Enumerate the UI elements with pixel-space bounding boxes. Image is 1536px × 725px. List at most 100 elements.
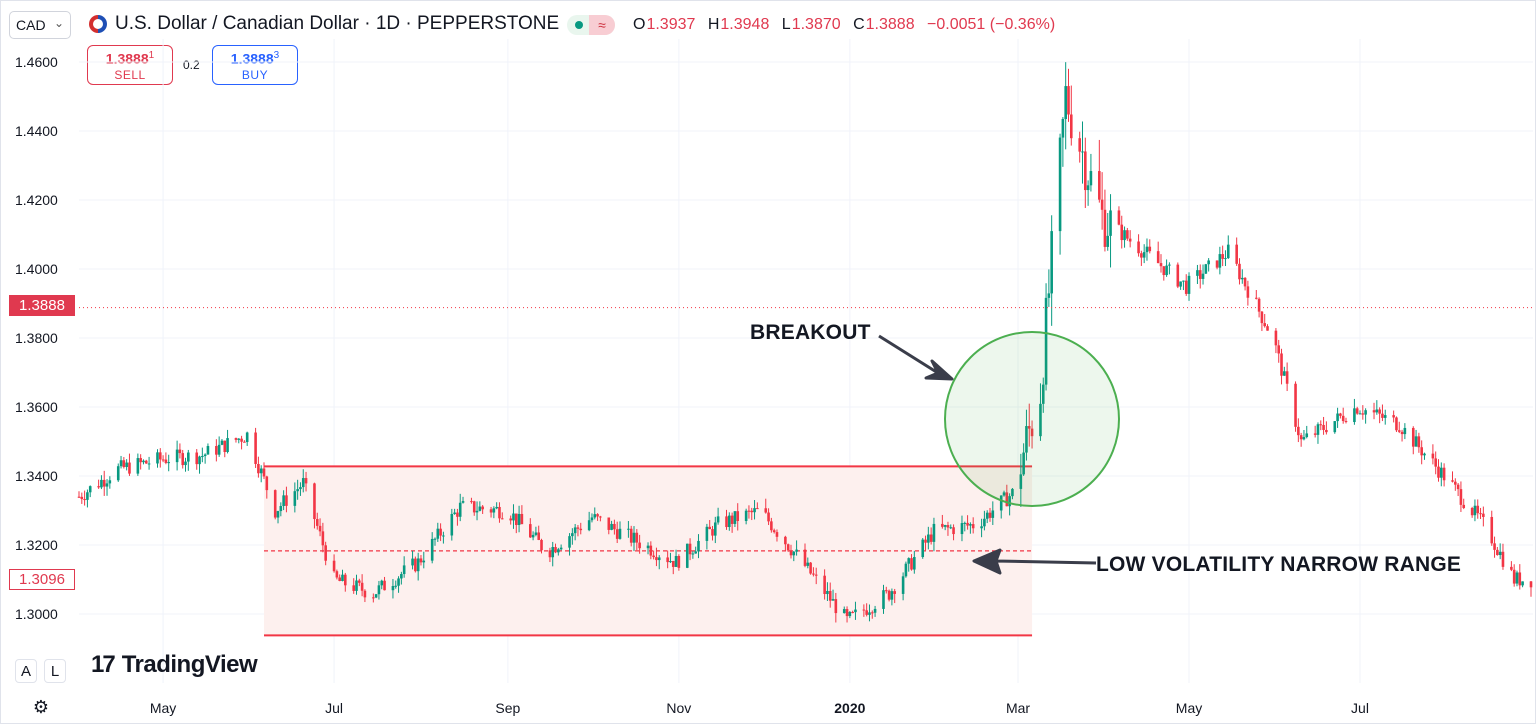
candle-body (374, 594, 378, 598)
candle-body (1358, 413, 1362, 415)
candle-body (1039, 403, 1042, 437)
candle-body (355, 580, 358, 591)
candle-body (1002, 492, 1006, 496)
candle-body (478, 506, 482, 511)
gear-icon[interactable]: ⚙ (32, 696, 50, 717)
candle-body (422, 560, 426, 563)
candle-body (1294, 383, 1297, 427)
candle-body (534, 532, 538, 535)
candle-body (147, 463, 151, 465)
candle-body (1019, 474, 1023, 489)
change-value: −0.0051 (−0.36%) (927, 16, 1056, 33)
candle-body (531, 534, 535, 538)
candle-body (495, 506, 498, 509)
candle-body (1069, 114, 1073, 139)
candle-body (315, 519, 319, 526)
candle-body (391, 586, 395, 591)
candle-body (615, 529, 619, 539)
candle-body (175, 449, 179, 463)
candle-body (590, 517, 594, 521)
candle-body (649, 545, 653, 556)
candle-body (1215, 260, 1219, 268)
candle-body (1403, 427, 1407, 435)
candle-body (1515, 572, 1519, 584)
candle-body (932, 523, 936, 542)
candle-body (181, 453, 185, 466)
candle-body (893, 591, 896, 594)
candle-body (528, 524, 532, 538)
candle-body (969, 524, 972, 526)
candle-body (1482, 513, 1485, 517)
candle-body (882, 590, 885, 609)
candle-body (372, 597, 375, 599)
candle-body (901, 576, 905, 594)
candle-body (411, 558, 414, 566)
axis-layer: 1.4600 1.4400 1.4200 1.4000 1.3800 1.3600 1.34… (15, 54, 1369, 716)
y-tick-label: 1.4400 (15, 123, 58, 139)
candle-body (1168, 264, 1171, 266)
candle-body (1454, 481, 1457, 485)
y-tick-label: 1.3200 (15, 537, 58, 553)
log-scale-button[interactable]: L (44, 659, 66, 683)
candle-body (834, 599, 838, 614)
candle-body (394, 585, 398, 587)
chart-title-area: U.S. Dollar / Canadian Dollar · 1D · PEP… (89, 13, 559, 35)
candle-body (1008, 496, 1011, 507)
candle-body (257, 463, 260, 474)
high-value: 1.3948 (720, 16, 770, 33)
candle-body (139, 458, 142, 463)
candle-body (646, 545, 650, 549)
candle-body (402, 565, 406, 575)
candle-body (557, 549, 560, 553)
sell-button[interactable]: 1.38881 SELL (87, 45, 173, 85)
candle-body (1011, 488, 1014, 497)
candle-body (119, 460, 123, 467)
candle-body (1341, 415, 1345, 422)
symbol-select[interactable]: CAD ⌄ (9, 11, 71, 39)
candle-body (1372, 410, 1376, 413)
candle-body (273, 490, 277, 518)
candle-body (481, 506, 484, 510)
candle-body (489, 509, 493, 513)
candle-body (1156, 251, 1160, 264)
ohlc-readout: O1.3937 H1.3948 L1.3870 C1.3888 −0.0051 … (633, 16, 1063, 34)
wave-icon: ≈ (589, 15, 615, 35)
candle-body (803, 549, 807, 566)
candle-body (167, 462, 170, 464)
candle-body (220, 440, 224, 445)
candle-body (226, 438, 229, 453)
candle-body (1280, 353, 1283, 376)
y-tick-label: 1.3400 (15, 468, 58, 484)
candle-body (1058, 137, 1062, 232)
candle-body (80, 496, 84, 500)
candle-body (1162, 266, 1166, 276)
auto-scale-button[interactable]: A (15, 659, 37, 683)
candle-body (77, 496, 81, 498)
candle-body (1437, 466, 1440, 478)
candle-body (1184, 280, 1188, 294)
candle-body (1353, 408, 1356, 423)
candle-body (1100, 199, 1104, 210)
candle-body (1322, 424, 1325, 430)
candle-body (1254, 297, 1258, 299)
candle-body (1459, 489, 1463, 505)
candle-body (635, 532, 639, 543)
candle-body (775, 532, 779, 537)
buy-label: BUY (241, 67, 269, 82)
candle-body (988, 512, 992, 518)
candle-body (1120, 224, 1124, 241)
candle-body (688, 543, 692, 555)
candle-body (784, 536, 787, 545)
candle-body (358, 580, 361, 583)
candle-body (1440, 467, 1443, 478)
buy-button[interactable]: 1.38883 BUY (212, 45, 298, 85)
candle-body (963, 522, 967, 524)
candle-body (554, 547, 557, 553)
market-status-badge[interactable]: ≈ (567, 15, 615, 35)
candle-body (1238, 263, 1241, 280)
candle-body (753, 508, 756, 513)
range-arrow (972, 548, 1097, 575)
y-tick-label: 1.4200 (15, 192, 58, 208)
x-tick-label: May (1176, 700, 1202, 716)
